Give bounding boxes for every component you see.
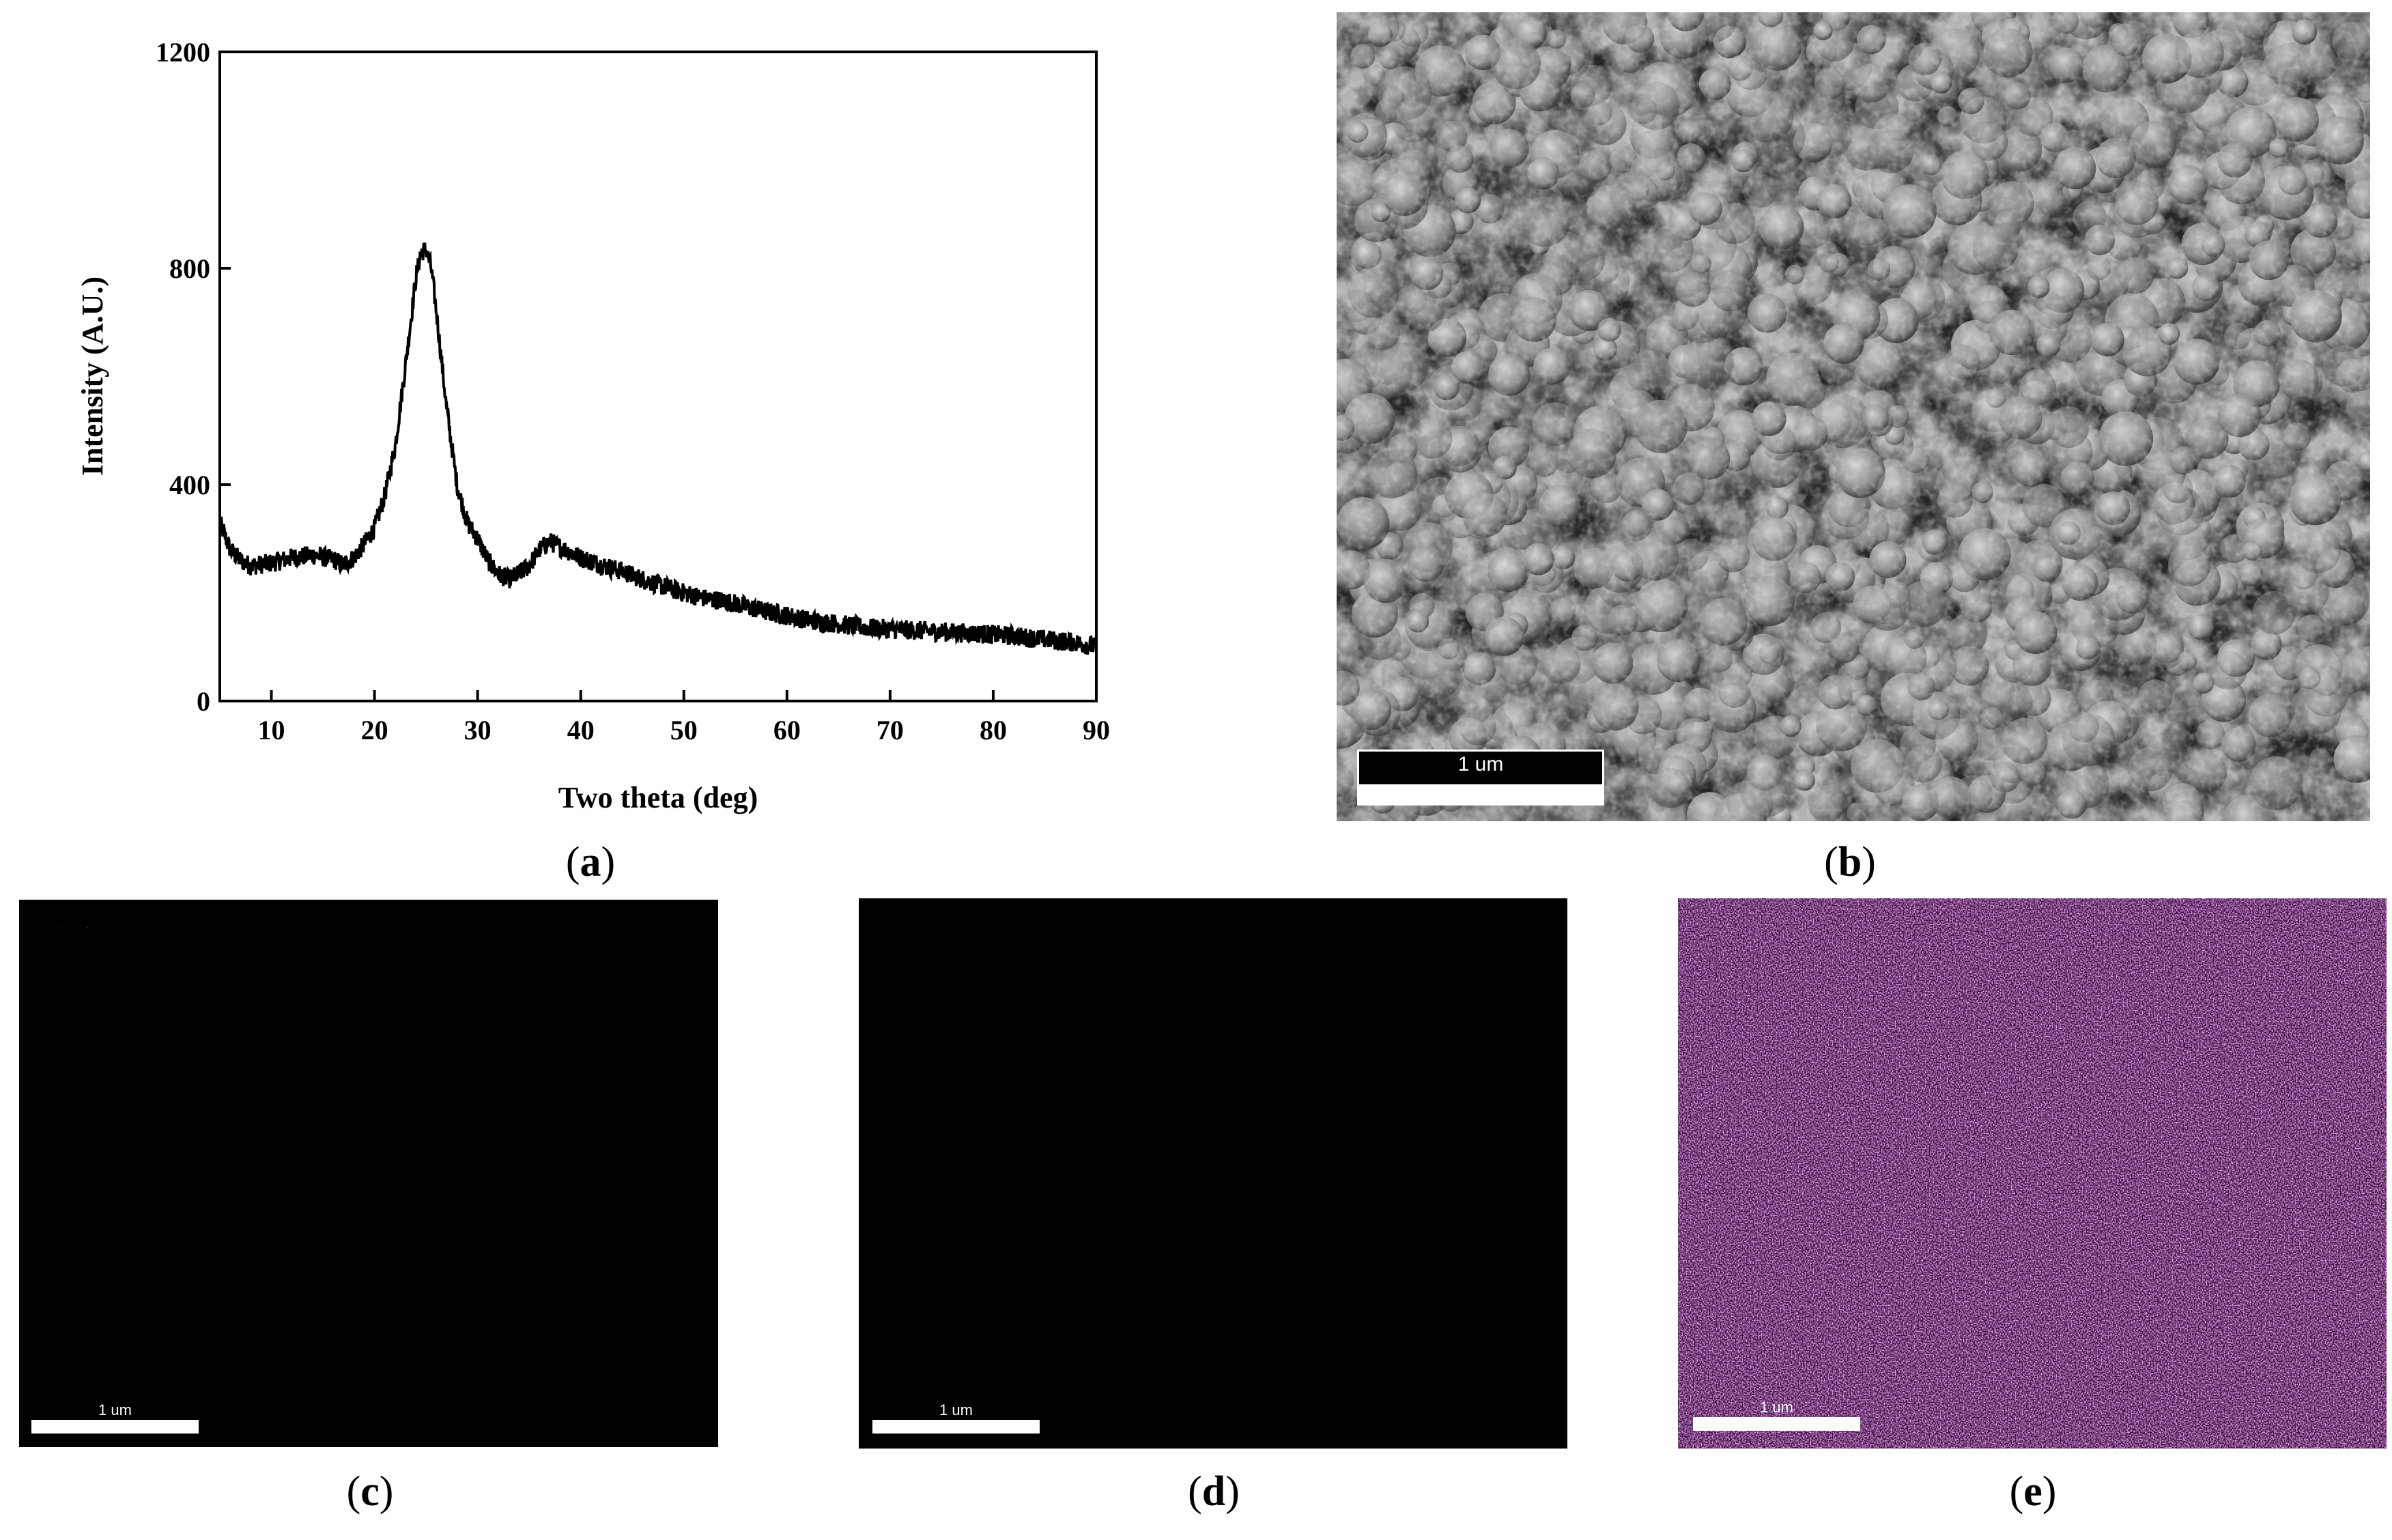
xrd-chart-svg: 10 20 30 40 50 60 70 80 90 0 400 800 1200 Two theta … xyxy=(76,37,1110,814)
y-tick-label: 0 xyxy=(197,686,210,717)
scale-bar-label-c: 1 um xyxy=(98,1401,132,1418)
y-axis-label: Intensity (A.U.) xyxy=(76,276,109,476)
x-tick-label: 60 xyxy=(773,715,801,745)
plot-frame xyxy=(218,51,1098,702)
x-tick-label: 40 xyxy=(567,715,595,745)
scale-bar-label-b: 1 um xyxy=(1457,753,1504,775)
x-tick-label: 80 xyxy=(980,715,1007,745)
caption-d: (d) xyxy=(1188,1468,1240,1515)
y-tick-label: 1200 xyxy=(156,37,210,68)
axis-ticks xyxy=(220,51,1098,702)
x-tick-label: 10 xyxy=(258,715,285,745)
scale-bar-line-b xyxy=(1359,784,1602,803)
scale-bar-line-c xyxy=(31,1420,199,1434)
x-tick-label: 20 xyxy=(361,715,388,745)
caption-a: (a) xyxy=(565,839,616,885)
scale-bar-label-d: 1 um xyxy=(939,1401,973,1418)
x-tick-label: 50 xyxy=(670,715,698,745)
scale-bar-line-d xyxy=(872,1420,1040,1434)
sem-image: 1 um xyxy=(1337,12,2370,821)
x-tick-label: 30 xyxy=(464,715,492,745)
scale-bar-b: 1 um xyxy=(1357,750,1604,805)
eds-map-d: 1 um xyxy=(859,898,1567,1449)
y-tick-label: 400 xyxy=(169,470,210,500)
x-tick-label: 70 xyxy=(877,715,904,745)
eds-map-e: 1 um xyxy=(1678,898,2387,1449)
caption-b: (b) xyxy=(1824,839,1876,885)
caption-c: (c) xyxy=(346,1468,394,1515)
scale-bar-label-e: 1 um xyxy=(1760,1399,1793,1416)
xrd-series-line xyxy=(218,242,1098,655)
eds-texture-d xyxy=(859,898,1567,1449)
caption-e: (e) xyxy=(2009,1468,2057,1515)
eds-texture-c xyxy=(19,900,718,1447)
eds-map-c: 1 um xyxy=(19,900,718,1447)
axis-tick-labels: 10 20 30 40 50 60 70 80 90 0 400 800 1200 xyxy=(156,37,1110,745)
xrd-chart: 10 20 30 40 50 60 70 80 90 0 400 800 1200 Two theta … xyxy=(0,0,1147,840)
x-axis-label: Two theta (deg) xyxy=(558,781,758,814)
eds-texture-e xyxy=(1678,898,2387,1449)
x-tick-label: 90 xyxy=(1083,715,1110,745)
scale-bar-line-e xyxy=(1693,1417,1860,1431)
y-tick-label: 800 xyxy=(169,253,210,284)
sem-texture xyxy=(1337,12,2370,821)
